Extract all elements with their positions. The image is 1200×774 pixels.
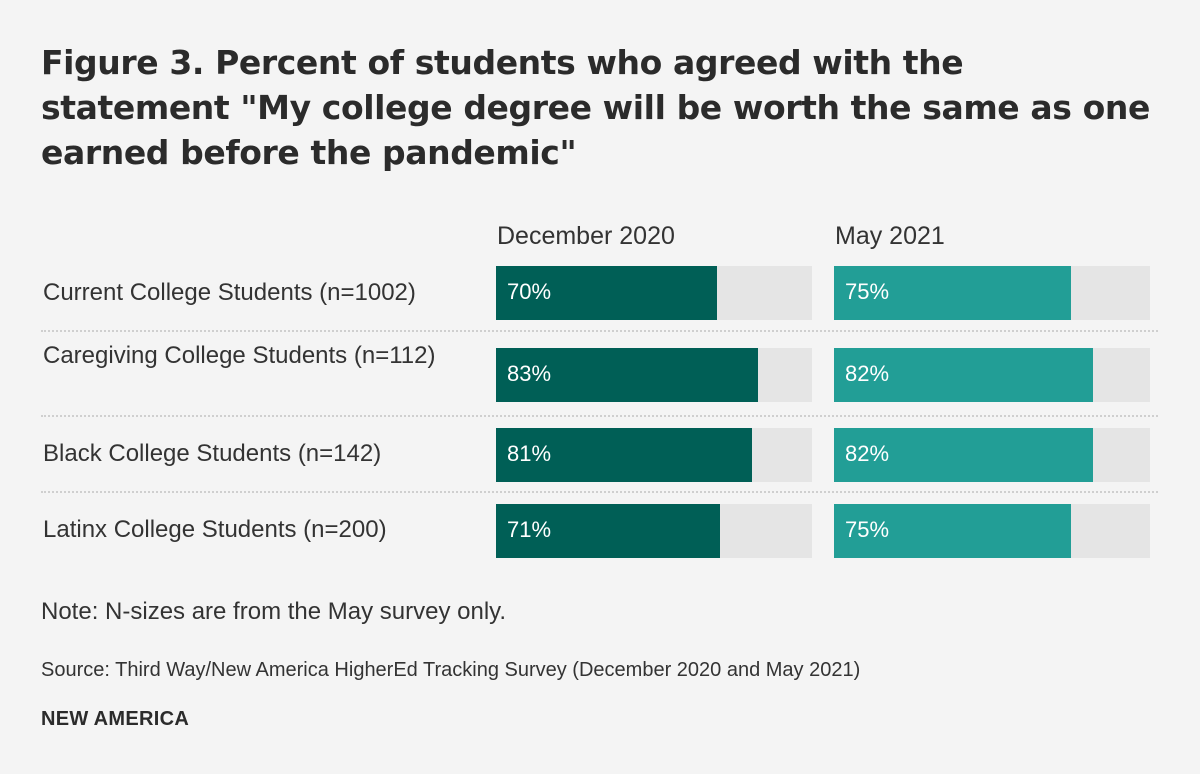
- bar-december-2020: 70%: [496, 266, 717, 320]
- bar-track: 82%: [834, 348, 1150, 402]
- bar-december-2020: 81%: [496, 428, 752, 482]
- bar-track: 70%: [496, 266, 812, 320]
- bar-value-label: 82%: [845, 441, 890, 466]
- category-label: Black College Students (n=142): [43, 440, 382, 467]
- bar-track: 75%: [834, 504, 1150, 558]
- row-divider: [41, 415, 1158, 417]
- bar-track: 81%: [496, 428, 812, 482]
- bar-value-label: 71%: [507, 517, 552, 542]
- row-divider: [41, 330, 1158, 332]
- category-label: Latinx College Students (n=200): [43, 516, 387, 543]
- bar-may-2021: 75%: [834, 266, 1071, 320]
- bar-track: 71%: [496, 504, 812, 558]
- bar-may-2021: 82%: [834, 348, 1093, 402]
- bar-value-label: 82%: [845, 361, 890, 386]
- chart-note: Note: N-sizes are from the May survey on…: [41, 598, 507, 625]
- bar-track: 83%: [496, 348, 812, 402]
- category-label: Current College Students (n=1002): [43, 279, 416, 306]
- bar-track: 82%: [834, 428, 1150, 482]
- bar-value-label: 81%: [507, 441, 552, 466]
- row-divider: [41, 491, 1158, 493]
- bar-may-2021: 82%: [834, 428, 1093, 482]
- chart-title: Figure 3. Percent of students who agreed…: [41, 43, 1150, 172]
- bar-value-label: 75%: [845, 279, 890, 304]
- bar-may-2021: 75%: [834, 504, 1071, 558]
- chart-source: Source: Third Way/New America HigherEd T…: [41, 659, 861, 681]
- bar-value-label: 83%: [507, 361, 552, 386]
- brand-logo-text: NEW AMERICA: [41, 708, 190, 730]
- series-header-december-2020: December 2020: [497, 222, 675, 250]
- category-label: Caregiving College Students (n=112): [43, 342, 436, 369]
- bar-december-2020: 71%: [496, 504, 720, 558]
- bar-value-label: 70%: [507, 279, 552, 304]
- bar-december-2020: 83%: [496, 348, 758, 402]
- series-header-may-2021: May 2021: [835, 222, 945, 250]
- bar-track: 75%: [834, 266, 1150, 320]
- bar-value-label: 75%: [845, 517, 890, 542]
